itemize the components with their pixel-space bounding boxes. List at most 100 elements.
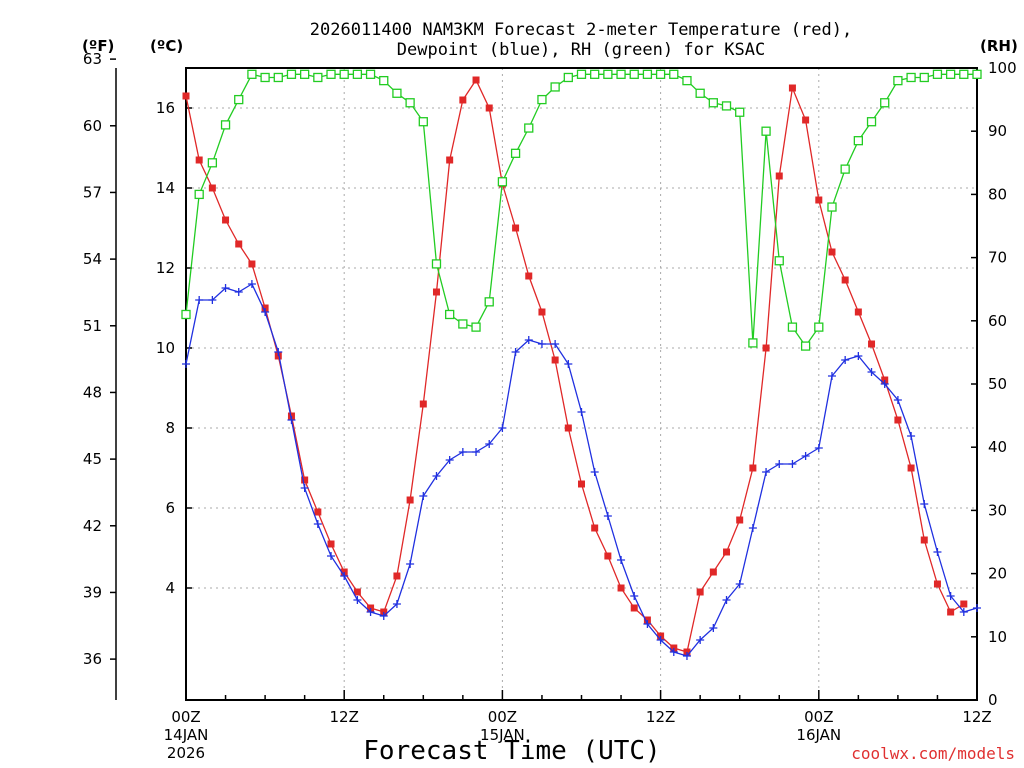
dewpoint-point bbox=[182, 360, 190, 368]
rh-point bbox=[365, 69, 376, 79]
rh-point bbox=[576, 69, 587, 79]
rh-tick-label: 0 bbox=[988, 691, 998, 709]
rh-point bbox=[682, 75, 692, 86]
dewpoint-point bbox=[445, 456, 454, 464]
dewpoint-series bbox=[182, 280, 981, 660]
dewpoint-point bbox=[524, 336, 533, 344]
rh-point bbox=[629, 69, 639, 79]
temperature-point bbox=[828, 248, 836, 256]
rh-point bbox=[563, 72, 573, 83]
temperature-point bbox=[208, 184, 216, 192]
rh-point bbox=[313, 72, 323, 83]
dewpoint-point bbox=[234, 288, 243, 296]
dewpoint-point bbox=[208, 296, 217, 304]
dewpoint-point bbox=[327, 552, 336, 560]
rh-point bbox=[247, 69, 257, 79]
rh-point bbox=[524, 123, 534, 133]
rh-point bbox=[194, 189, 204, 200]
fahrenheit-tick-label: 54 bbox=[83, 250, 102, 268]
dewpoint-point bbox=[432, 472, 441, 480]
fahrenheit-tick-label: 51 bbox=[83, 317, 102, 335]
dewpoint-point bbox=[406, 560, 415, 568]
rh-point bbox=[405, 98, 415, 108]
dewpoint-point bbox=[946, 592, 955, 600]
rh-point bbox=[932, 69, 943, 79]
dewpoint-point bbox=[564, 360, 573, 368]
temperature-point bbox=[696, 588, 704, 596]
celsius-tick-label: 8 bbox=[165, 419, 175, 437]
rh-point bbox=[959, 69, 969, 79]
temperature-point bbox=[933, 580, 941, 588]
temperature-point bbox=[353, 588, 361, 596]
temperature-point bbox=[868, 340, 876, 348]
temperature-point bbox=[854, 308, 862, 316]
series-layer bbox=[181, 69, 982, 660]
rh-point bbox=[471, 322, 481, 332]
rh-point bbox=[484, 297, 494, 307]
rh-point bbox=[748, 338, 758, 348]
rh-point bbox=[655, 69, 666, 79]
rh-point bbox=[669, 69, 679, 79]
dewpoint-point bbox=[577, 408, 586, 416]
dewpoint-point bbox=[788, 460, 797, 468]
time-tick-label: 00Z bbox=[804, 708, 833, 726]
dewpoint-point bbox=[366, 608, 375, 616]
rh-tick-label: 30 bbox=[988, 501, 1007, 519]
rh-tick-label: 80 bbox=[988, 185, 1007, 203]
rh-point bbox=[840, 164, 850, 174]
temperature-point bbox=[195, 156, 203, 164]
dewpoint-point bbox=[353, 596, 362, 604]
credit-link[interactable]: coolwx.com/models bbox=[851, 744, 1015, 763]
dewpoint-point bbox=[221, 284, 230, 292]
fahrenheit-tick-label: 48 bbox=[83, 383, 102, 401]
rh-point bbox=[550, 82, 560, 92]
rh-point bbox=[458, 319, 468, 329]
temperature-point bbox=[960, 600, 968, 608]
temperature-point bbox=[235, 240, 243, 248]
rh-point bbox=[642, 69, 653, 79]
dewpoint-point bbox=[762, 468, 771, 476]
rh-point bbox=[260, 72, 270, 83]
dewpoint-point bbox=[933, 548, 942, 556]
rh-tick-label: 50 bbox=[988, 375, 1007, 393]
time-tick-label: 12Z bbox=[962, 708, 991, 726]
temperature-point bbox=[775, 172, 783, 180]
dewpoint-point bbox=[682, 652, 691, 660]
rh-point bbox=[326, 69, 336, 79]
temperature-point bbox=[709, 568, 717, 576]
rh-point bbox=[207, 158, 218, 168]
dewpoint-point bbox=[537, 340, 546, 348]
rh-tick-label: 20 bbox=[988, 565, 1007, 583]
dewpoint-point bbox=[590, 468, 599, 476]
temperature-point bbox=[947, 608, 955, 616]
rh-point bbox=[906, 72, 916, 83]
time-tick-label: 00Z bbox=[171, 708, 200, 726]
celsius-tick-label: 4 bbox=[165, 579, 175, 597]
fahrenheit-tick-label: 57 bbox=[83, 183, 102, 201]
rh-point bbox=[299, 69, 310, 79]
temperature-point bbox=[591, 524, 599, 532]
dewpoint-point bbox=[458, 448, 467, 456]
temperature-point bbox=[604, 552, 612, 560]
time-tick-label: 12Z bbox=[330, 708, 359, 726]
dewpoint-point bbox=[920, 500, 929, 508]
dewpoint-point bbox=[827, 372, 836, 380]
temperature-point bbox=[815, 196, 823, 204]
rh-point bbox=[721, 101, 732, 111]
rh-point bbox=[497, 177, 508, 187]
dewpoint-point bbox=[630, 592, 639, 600]
dewpoint-point bbox=[814, 444, 823, 452]
temperature-point bbox=[841, 276, 849, 284]
temperature-point bbox=[907, 464, 915, 472]
dewpoint-point bbox=[472, 448, 481, 456]
rh-point bbox=[392, 88, 402, 98]
fahrenheit-tick-label: 42 bbox=[83, 517, 102, 535]
dewpoint-point bbox=[392, 600, 401, 608]
temperature-point bbox=[762, 344, 770, 352]
dewpoint-point bbox=[195, 296, 204, 304]
temperature-point bbox=[432, 288, 440, 296]
chart-title-line2: Dewpoint (blue), RH (green) for KSAC bbox=[397, 40, 765, 60]
